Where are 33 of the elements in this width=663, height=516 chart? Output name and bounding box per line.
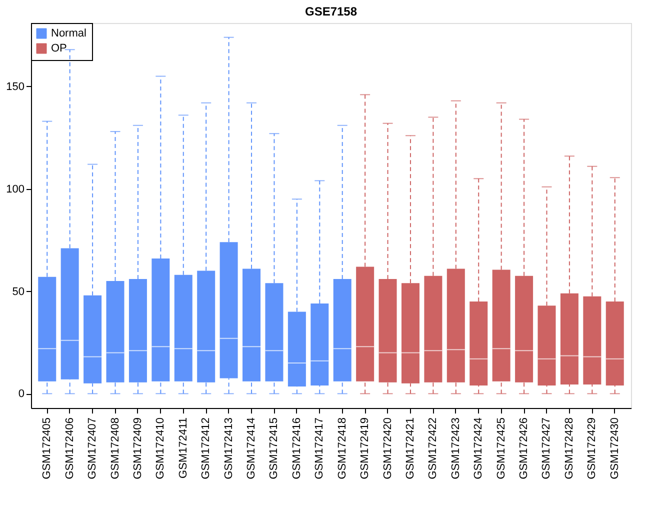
x-tick-label: GSM172409: [132, 418, 144, 480]
x-tick-label: GSM172415: [268, 418, 280, 480]
y-tick-label: 0: [18, 388, 24, 400]
x-tick-label: GSM172416: [290, 418, 303, 480]
y-tick-label: 150: [6, 80, 24, 93]
chart-title: GSE7158: [304, 4, 358, 18]
x-tick-label: GSM172405: [41, 418, 54, 480]
x-tick-label: GSM172407: [86, 418, 99, 480]
x-tick-label: GSM172414: [246, 418, 258, 480]
x-tick-label: GSM172413: [222, 418, 235, 480]
x-tick-label: GSM172430: [608, 418, 621, 480]
x-tick-label: GSM172412: [200, 418, 212, 480]
x-tick-label: GSM172428: [563, 418, 576, 480]
x-tick-label: GSM172411: [177, 418, 190, 478]
y-tick-label: 100: [6, 183, 24, 196]
x-tick-label: GSM172425: [495, 418, 508, 480]
x-tick-label: GSM172424: [472, 418, 485, 480]
x-tick-label: GSM172429: [586, 418, 598, 480]
x-tick-label: GSM172406: [64, 418, 76, 480]
x-tick-label: GSM172426: [518, 418, 530, 480]
x-tick-label: GSM172420: [382, 418, 394, 480]
x-tick-label: GSM172421: [404, 418, 416, 480]
x-tick-label: GSM172417: [314, 418, 326, 480]
x-tick-label: GSM172408: [109, 418, 122, 480]
x-tick-label: GSM172419: [359, 418, 372, 480]
x-tick-label: GSM172423: [450, 418, 462, 480]
x-tick-label: GSM172422: [427, 418, 440, 480]
x-tick-label: GSM172418: [336, 418, 348, 480]
x-tick-label: GSM172427: [540, 418, 553, 480]
legend-label: OP: [51, 42, 67, 54]
y-tick-label: 50: [12, 286, 24, 298]
legend-label: Normal: [51, 28, 86, 40]
x-tick-label: GSM172410: [154, 418, 167, 480]
